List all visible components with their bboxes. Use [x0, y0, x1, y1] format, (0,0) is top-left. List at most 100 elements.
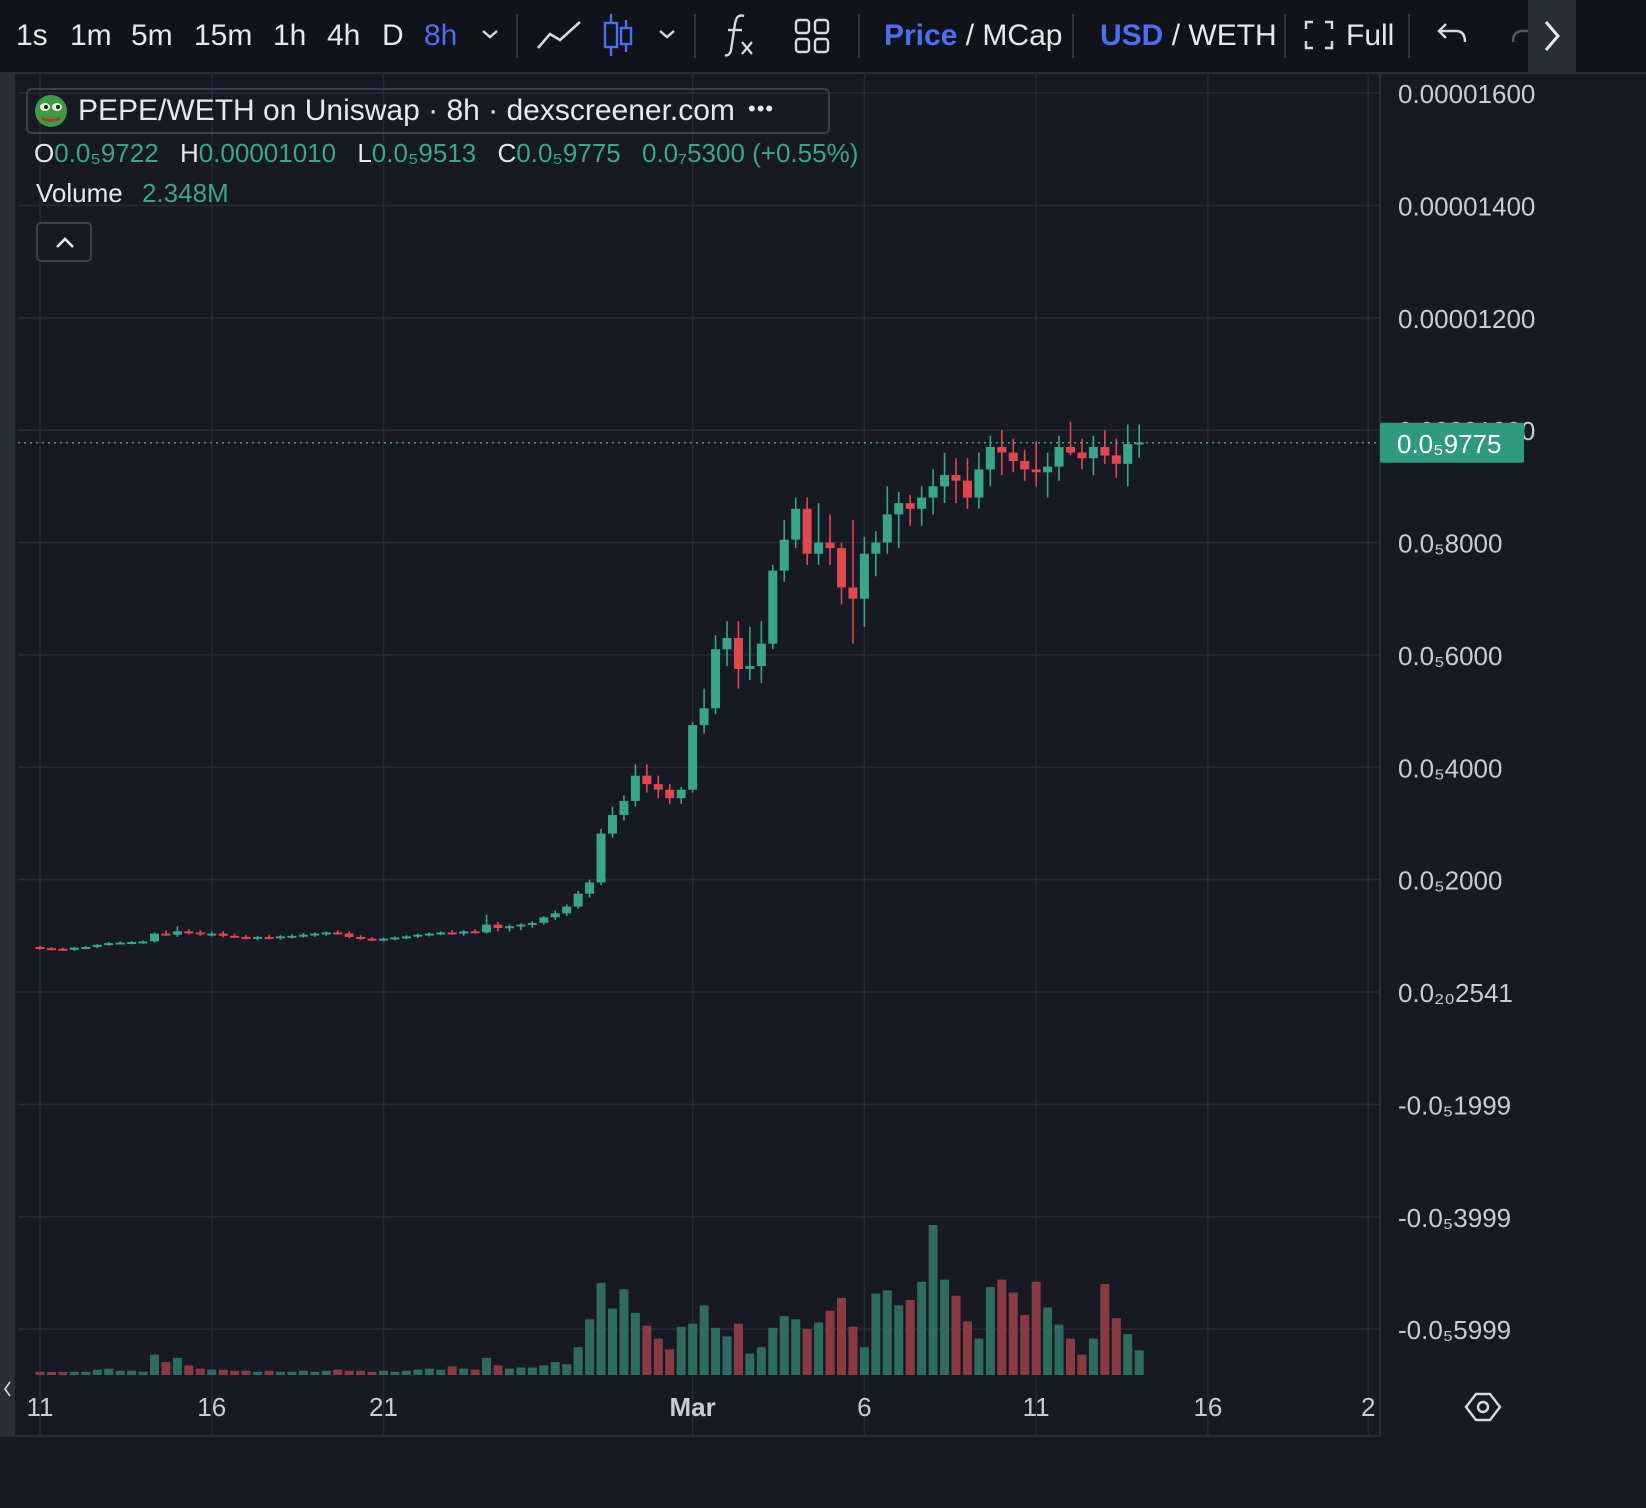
chevron-up-icon — [56, 237, 74, 248]
candle-body — [859, 553, 869, 599]
volume-bar — [585, 1319, 595, 1375]
volume-bar — [436, 1369, 446, 1375]
usd-option[interactable]: USD — [1100, 19, 1164, 52]
volume-bar — [837, 1297, 846, 1375]
candle-body — [321, 932, 331, 935]
interval-4h[interactable]: 4h — [327, 19, 361, 52]
fullscreen-button[interactable]: Full — [1346, 19, 1395, 52]
low-key: L — [357, 138, 372, 168]
mcap-option[interactable]: MCap — [982, 19, 1063, 52]
volume-bar — [356, 1370, 366, 1375]
price-tick-label: 0.0₂₀2541 — [1398, 978, 1513, 1008]
candle-body — [333, 932, 343, 935]
low-value: 0.0₅9513 — [371, 138, 477, 168]
price-tick-label: 0.00001400 — [1398, 191, 1535, 221]
layout-grid-icon[interactable] — [794, 18, 830, 54]
candle-body — [871, 542, 881, 554]
price-mcap-toggle[interactable]: Price / MCap — [884, 0, 1062, 72]
candlestick-icon[interactable] — [602, 12, 634, 58]
volume-bar — [413, 1369, 423, 1375]
undo-icon[interactable] — [1436, 20, 1468, 50]
collapse-legend-button[interactable] — [36, 222, 92, 262]
candle-body — [539, 917, 549, 923]
candle-body — [642, 775, 652, 785]
time-axis[interactable]: 11 16 21 Mar 6 11 16 2 — [27, 1392, 1376, 1422]
volume-bars — [35, 1225, 1144, 1375]
close-value: 0.0₅9775 — [516, 138, 621, 168]
candle-body — [127, 941, 137, 944]
interval-1s[interactable]: 1s — [16, 19, 48, 52]
candle-body — [1134, 442, 1144, 445]
price-tick-label: -0.0₅1999 — [1398, 1090, 1511, 1120]
volume-bar — [779, 1316, 789, 1375]
close-key: C — [497, 138, 517, 168]
interval-8h[interactable]: 8h — [424, 19, 458, 52]
candle-body — [550, 913, 560, 918]
candle-body — [1100, 446, 1110, 456]
price-chart[interactable]: 0.000016000.000014000.000012000.00001000… — [0, 72, 1646, 1508]
weth-option[interactable]: WETH — [1188, 19, 1277, 52]
fullscreen-icon[interactable] — [1304, 20, 1334, 50]
currency-toggle[interactable]: USD / WETH — [1100, 0, 1277, 72]
candle-body — [894, 503, 904, 515]
scroll-right-button[interactable] — [1528, 0, 1576, 72]
chevron-down-icon[interactable] — [655, 22, 679, 46]
candle-body — [951, 475, 961, 481]
candle-body — [344, 933, 354, 937]
candle-body — [470, 931, 480, 934]
volume-bar — [287, 1371, 297, 1375]
chevron-down-icon[interactable] — [478, 22, 502, 46]
volume-bar — [459, 1368, 469, 1375]
volume-bar — [940, 1279, 950, 1375]
candle-body — [814, 542, 824, 554]
time-tick-label: 11 — [27, 1392, 54, 1422]
price-tick-label: 0.0₅6000 — [1398, 641, 1502, 671]
candle-body — [699, 708, 709, 726]
volume-bar — [493, 1365, 503, 1375]
interval-5m[interactable]: 5m — [131, 19, 173, 52]
volume-bar — [745, 1353, 755, 1375]
scroll-left-button[interactable] — [0, 1367, 14, 1411]
price-option[interactable]: Price — [884, 19, 958, 52]
volume-bar — [127, 1370, 137, 1375]
divider — [858, 14, 860, 58]
volume-bar — [138, 1371, 148, 1375]
price-tick-label: -0.0₅5999 — [1398, 1315, 1511, 1345]
volume-bar — [310, 1371, 320, 1375]
volume-bar — [676, 1326, 686, 1375]
candles — [35, 421, 1144, 951]
candle-body — [241, 936, 251, 939]
volume-bar — [504, 1368, 514, 1375]
candle-body — [928, 486, 938, 498]
chart-settings-button[interactable] — [1464, 1392, 1502, 1422]
candle-body — [917, 497, 927, 509]
candle-body — [1111, 455, 1121, 464]
price-axis[interactable]: 0.000016000.000014000.000012000.00001000… — [1398, 79, 1535, 1345]
interval-d[interactable]: D — [382, 19, 404, 52]
volume-bar — [1123, 1334, 1133, 1375]
volume-bar — [424, 1368, 434, 1375]
volume-value: 2.348M — [141, 178, 229, 208]
interval-1m[interactable]: 1m — [70, 19, 112, 52]
slash-separator: / — [1171, 19, 1181, 52]
line-chart-icon[interactable] — [536, 18, 582, 52]
candle-body — [367, 938, 377, 941]
volume-bar — [230, 1370, 240, 1375]
candle-body — [298, 934, 308, 937]
candle-body — [562, 906, 572, 914]
open-key: O — [34, 138, 55, 168]
candle-body — [608, 815, 617, 834]
interval-15m[interactable]: 15m — [194, 19, 253, 52]
time-tick-label: 2 — [1361, 1392, 1375, 1422]
divider — [1284, 14, 1286, 58]
symbol-legend[interactable]: PEPE/WETH on Uniswap · 8h · dexscreener.… — [26, 88, 830, 134]
candle-body — [837, 548, 846, 588]
interval-1h[interactable]: 1h — [273, 19, 307, 52]
volume-bar — [653, 1338, 663, 1375]
more-options-button[interactable]: ••• — [748, 96, 775, 121]
candle-body — [401, 936, 411, 939]
indicators-fx-icon[interactable] — [722, 12, 756, 58]
pepe-logo-icon — [35, 95, 67, 127]
volume-bar — [1134, 1350, 1144, 1375]
volume-bar — [688, 1323, 698, 1375]
